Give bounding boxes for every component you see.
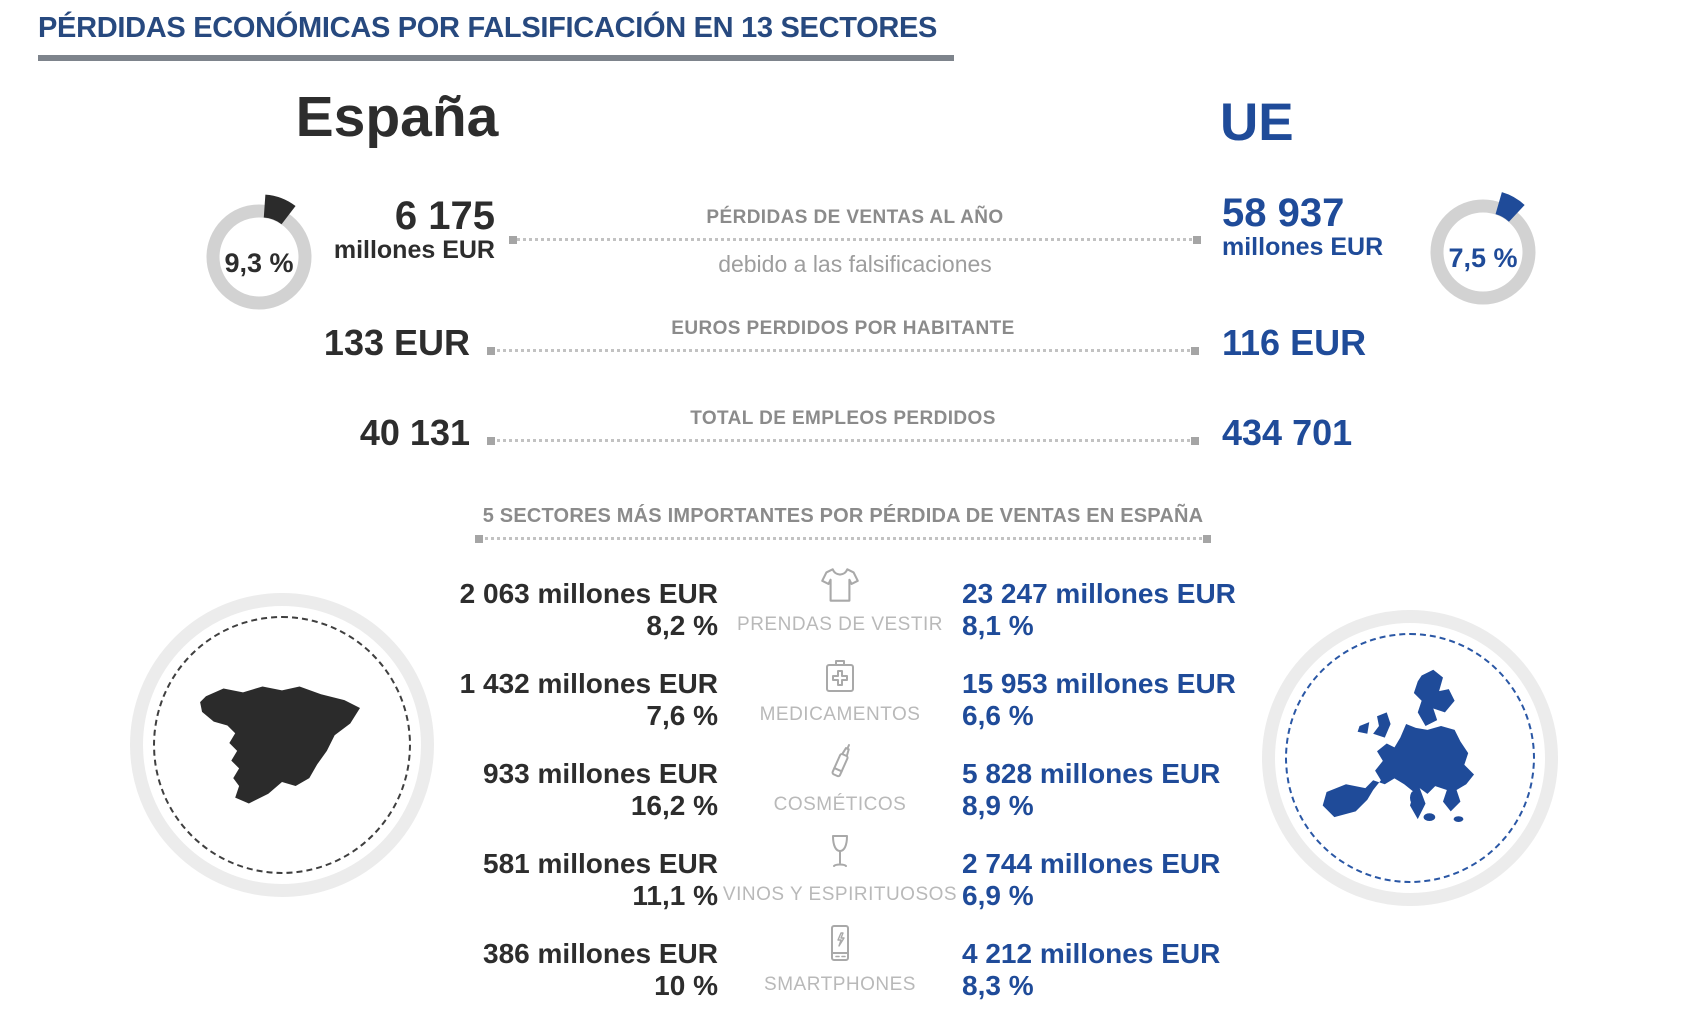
sector-espana-values: 581 millones EUR 11,1 % [410, 826, 718, 916]
dashed-line [509, 236, 1201, 244]
sector-ue-pct: 8,9 % [962, 789, 1034, 821]
ue-per-capita: 116 EUR [1222, 322, 1367, 363]
ue-sales-value-block: 58 937 millones EUR [1222, 192, 1383, 260]
espana-sales-value-block: 6 175 millones EUR [290, 195, 495, 263]
sector-ue-values: 5 828 millones EUR 8,9 % [962, 736, 1276, 826]
espana-donut-percent: 9,3 % [224, 247, 294, 278]
sector-name: MEDICAMENTOS [759, 704, 921, 725]
dashed-line [487, 437, 1199, 445]
sector-ue-value: 15 953 millones EUR [962, 668, 1236, 699]
dashed-circle [1285, 633, 1535, 883]
sector-ue-value: 5 828 millones EUR [962, 758, 1221, 789]
sector-espana-value: 1 432 millones EUR [459, 668, 718, 699]
sector-name: PRENDAS DE VESTIR [737, 614, 943, 635]
ue-sales-unit: millones EUR [1222, 233, 1384, 261]
sector-icon-label: SMARTPHONES [718, 916, 962, 1006]
sector-ue-pct: 6,9 % [962, 879, 1034, 911]
espana-sales-value: 6 175 [394, 194, 495, 238]
metric-jobs-connector: TOTAL DE EMPLEOS PERDIDOS [487, 408, 1199, 445]
sector-ue-value: 2 744 millones EUR [962, 848, 1221, 879]
cosmetics-icon [818, 738, 862, 788]
dashed-circle [153, 616, 411, 874]
donut-ring-icon [1430, 192, 1536, 305]
sector-espana-values: 933 millones EUR 16,2 % [410, 736, 718, 826]
sector-name: VINOS Y ESPIRITUOSOS [722, 884, 958, 905]
espana-heading: España [295, 85, 499, 149]
sector-espana-pct: 7,6 % [646, 699, 718, 731]
metric-per-capita-connector: EUROS PERDIDOS POR HABITANTE [487, 318, 1199, 355]
sector-ue-pct: 8,1 % [962, 609, 1034, 641]
sector-espana-values: 2 063 millones EUR 8,2 % [410, 556, 718, 646]
wine-glass-icon [818, 828, 862, 878]
smartphone-icon [818, 918, 862, 968]
sector-ue-values: 4 212 millones EUR 8,3 % [962, 916, 1276, 1006]
sector-row-cosmeticos: 933 millones EUR 16,2 % COSMÉTICOS 5 828… [410, 736, 1276, 826]
sector-ue-value: 23 247 millones EUR [962, 578, 1236, 609]
sector-espana-value: 581 millones EUR [483, 848, 718, 879]
espana-jobs-lost: 40 131 [359, 412, 470, 453]
sector-row-vinos: 581 millones EUR 11,1 % VINOS Y ESPIRITU… [410, 826, 1276, 916]
eu-map-circle [1262, 610, 1558, 906]
sector-espana-value: 386 millones EUR [483, 938, 718, 969]
spain-map-icon [200, 686, 360, 804]
ue-donut-chart: 7,5 % [1416, 185, 1550, 319]
metric-sales-connector: PÉRDIDAS DE VENTAS AL AÑO debido a las f… [509, 207, 1201, 278]
donut-ring-icon [206, 194, 312, 310]
sectors-list: 2 063 millones EUR 8,2 % PRENDAS DE VEST… [410, 556, 1276, 1006]
sector-espana-values: 386 millones EUR 10 % [410, 916, 718, 1006]
sector-name: SMARTPHONES [764, 974, 916, 995]
sectors-section-title: 5 SECTORES MÁS IMPORTANTES POR PÉRDIDA D… [482, 505, 1204, 527]
sectors-section-header: 5 SECTORES MÁS IMPORTANTES POR PÉRDIDA D… [475, 505, 1211, 543]
sector-ue-values: 23 247 millones EUR 8,1 % [962, 556, 1276, 646]
title-underline [38, 55, 954, 61]
ue-donut-percent: 7,5 % [1448, 242, 1518, 273]
sector-name: COSMÉTICOS [773, 794, 907, 815]
sector-ue-pct: 8,3 % [962, 969, 1034, 1001]
spain-map-circle [130, 593, 434, 897]
sector-row-prendas: 2 063 millones EUR 8,2 % PRENDAS DE VEST… [410, 556, 1276, 646]
sector-espana-pct: 10 % [654, 969, 718, 1001]
sector-espana-pct: 8,2 % [646, 609, 718, 641]
sector-ue-pct: 6,6 % [962, 699, 1034, 731]
tshirt-icon [817, 558, 863, 608]
sector-espana-value: 933 millones EUR [483, 758, 718, 789]
ue-heading: UE [1220, 93, 1294, 152]
first-aid-kit-icon [818, 648, 862, 698]
sector-espana-value: 2 063 millones EUR [459, 578, 718, 609]
sector-icon-label: COSMÉTICOS [718, 736, 962, 826]
dashed-line [475, 535, 1211, 543]
espana-sales-unit: millones EUR [333, 236, 495, 264]
metric-sales-sublabel: debido a las falsificaciones [718, 251, 992, 277]
metric-per-capita-label: EUROS PERDIDOS POR HABITANTE [671, 318, 1015, 339]
eu-map-icon [1322, 669, 1475, 823]
sector-icon-label: MEDICAMENTOS [718, 646, 962, 736]
sector-espana-values: 1 432 millones EUR 7,6 % [410, 646, 718, 736]
metric-jobs-label: TOTAL DE EMPLEOS PERDIDOS [690, 408, 996, 429]
espana-per-capita: 133 EUR [323, 322, 470, 363]
dashed-line [487, 347, 1199, 355]
sector-row-smartphones: 386 millones EUR 10 % SMARTPHONES 4 212 … [410, 916, 1276, 1006]
page-title: PÉRDIDAS ECONÓMICAS POR FALSIFICACIÓN EN… [38, 12, 938, 44]
ue-jobs-lost: 434 701 [1222, 412, 1353, 453]
sector-ue-values: 15 953 millones EUR 6,6 % [962, 646, 1276, 736]
sector-espana-pct: 11,1 % [632, 879, 718, 911]
espana-donut-chart: 9,3 % [192, 190, 326, 324]
sector-icon-label: PRENDAS DE VESTIR [718, 556, 962, 646]
metric-sales-label: PÉRDIDAS DE VENTAS AL AÑO [706, 207, 1004, 228]
sector-ue-value: 4 212 millones EUR [962, 938, 1221, 969]
sector-row-medicamentos: 1 432 millones EUR 7,6 % MEDICAMENTOS 15… [410, 646, 1276, 736]
ue-sales-value: 58 937 [1222, 191, 1345, 235]
sector-ue-values: 2 744 millones EUR 6,9 % [962, 826, 1276, 916]
sector-icon-label: VINOS Y ESPIRITUOSOS [718, 826, 962, 916]
sector-espana-pct: 16,2 % [630, 789, 718, 821]
